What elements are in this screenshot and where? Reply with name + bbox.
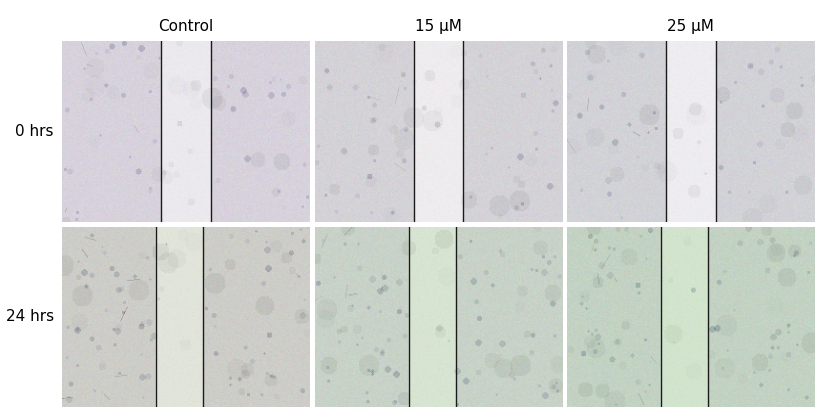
Text: 0 hrs: 0 hrs [15,124,54,139]
Text: 25 μM: 25 μM [667,19,715,34]
Text: Control: Control [158,19,213,34]
Text: 24 hrs: 24 hrs [6,309,54,324]
Text: 15 μM: 15 μM [415,19,461,34]
